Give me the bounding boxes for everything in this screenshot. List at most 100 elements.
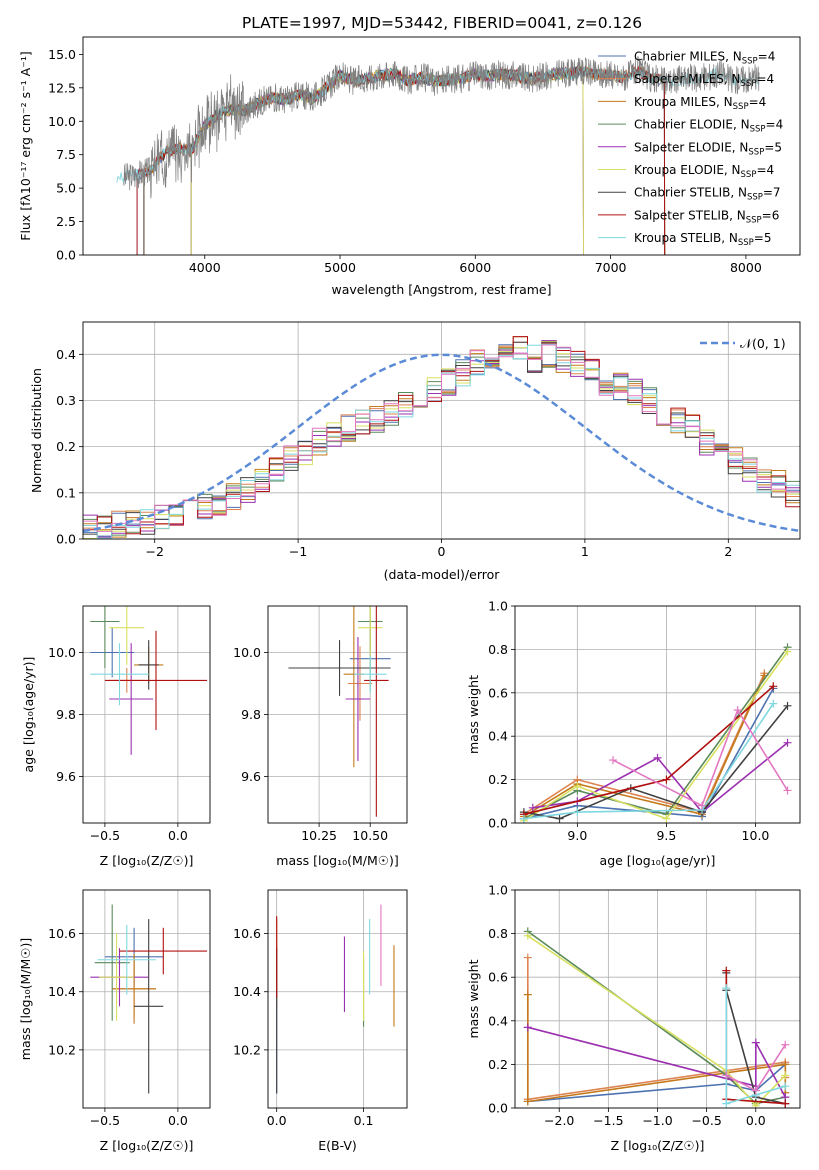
model-line-0 (136, 65, 666, 255)
y-tick-label: 12.5 (48, 80, 76, 95)
x-axis-label: wavelength [Angstrom, rest frame] (331, 282, 551, 297)
legend-entry: Kroupa ELODIE, NSSP=4 (634, 163, 774, 180)
x-axis-label: (data-model)/error (384, 567, 501, 582)
weight-marker (555, 814, 564, 823)
legend-entry-subscript: SSP (747, 193, 763, 203)
x-tick-label: 9.5 (656, 828, 676, 843)
legend-entry-value: =5 (754, 231, 772, 245)
weight-line-4 (527, 1026, 787, 1098)
y-tick-label: 0.8 (488, 926, 508, 941)
x-tick-label: −0.5 (691, 1113, 721, 1128)
histogram-step-9 (83, 344, 800, 532)
legend-entry-label: Chabrier STELIB, N (634, 186, 747, 200)
weight-line-1 (527, 957, 787, 1101)
x-axis-label: E(B-V) (318, 1138, 357, 1153)
weight-line-9 (612, 708, 789, 807)
x-tick-label: 5000 (324, 260, 356, 275)
weight-marker (519, 814, 528, 823)
x-tick-label: 0.0 (267, 1113, 287, 1128)
y-tick-label: 1.0 (488, 883, 508, 898)
y-axis-label: age [log₁₀(age/yr)] (21, 657, 36, 773)
y-tick-label: 0.6 (488, 970, 508, 985)
weight_vs_age-panel: 9.0 9.5 10.0 0.0 0.2 0.4 0.6 0.8 1.0 age [log₁₀(a… (466, 599, 801, 868)
age_vs_Z-plot-area (90, 606, 208, 755)
legend-entry-value: =4 (756, 72, 774, 86)
x-tick-label: 0 (438, 544, 446, 559)
y-tick-label: 0.2 (488, 772, 508, 787)
weight-marker (653, 753, 662, 762)
x-axis-label: mass [log₁₀(M/M☉)] (276, 853, 398, 868)
legend-entry-value: =4 (756, 163, 774, 177)
weight-marker (722, 1099, 731, 1108)
y-tick-label: 10.0 (48, 114, 76, 129)
y-tick-label: 0.4 (56, 347, 76, 362)
weight-marker (722, 984, 731, 993)
weight-marker (783, 701, 792, 710)
x-tick-label: 4000 (189, 260, 221, 275)
weight-line-7 (523, 685, 774, 816)
weight-marker (781, 1082, 790, 1091)
y-tick-label: 0.6 (488, 685, 508, 700)
x-tick-label: 0.1 (354, 1113, 374, 1128)
legend-entry-subscript: SSP (733, 102, 749, 112)
legend-entry-subscript: SSP (741, 79, 757, 89)
legend-entry-subscript: SSP (742, 57, 758, 67)
legend-entry-subscript: SSP (746, 215, 762, 225)
weight-marker (722, 966, 731, 975)
y-tick-label: 0.1 (56, 485, 76, 500)
x-tick-label: −1.5 (593, 1113, 623, 1128)
weight_vs_Z-panel: −2.0 −1.5 −1.0 −0.5 0.0 0.0 0.2 0.4 0.6 0.8 1.0 Z [… (466, 883, 801, 1153)
x-tick-label: 1 (581, 544, 589, 559)
legend-entry-value: =6 (762, 208, 780, 222)
axes-frame (514, 605, 801, 824)
x-tick-label: 10.0 (742, 828, 770, 843)
y-tick-label: 0.2 (488, 1057, 508, 1072)
weight-marker (781, 1060, 790, 1069)
y-tick-label: 10.4 (233, 984, 261, 999)
y-tick-label: 0.2 (56, 439, 76, 454)
x-tick-label: −2.0 (544, 1113, 574, 1128)
weight-marker (781, 1040, 790, 1049)
y-tick-label: 7.5 (56, 147, 76, 162)
y-axis-label: mass weight (466, 959, 481, 1038)
legend-entry-subscript: SSP (748, 147, 764, 157)
weight-marker (662, 814, 671, 823)
y-tick-label: 0.0 (488, 1101, 508, 1116)
legend-entry: Salpeter MILES, NSSP=4 (634, 72, 774, 89)
legend-entry: Salpeter ELODIE, NSSP=5 (634, 140, 782, 157)
x-axis-label: Z [log₁₀(Z/Z☉)] (100, 853, 194, 868)
y-tick-label: 10.6 (48, 926, 76, 941)
legend-entry: Kroupa STELIB, NSSP=5 (634, 231, 772, 248)
legend-entry: Kroupa MILES, NSSP=4 (634, 95, 766, 112)
x-tick-label: −2 (145, 544, 163, 559)
weight-marker (751, 1038, 760, 1047)
weight-marker (573, 808, 582, 817)
y-tick-label: 10.2 (48, 1042, 76, 1057)
y-tick-label: 15.0 (48, 47, 76, 62)
y-tick-label: 10.0 (48, 645, 76, 660)
histogram-step-3 (83, 348, 800, 536)
weight-line-3 (527, 930, 786, 1105)
y-tick-label: 0.0 (488, 816, 508, 831)
mass_vs_EBV-panel: 0.0 0.1 10.2 10.4 10.6 E(B-V) (233, 889, 408, 1153)
weight-marker (608, 756, 617, 765)
legend-entry-subscript: SSP (738, 238, 754, 248)
y-tick-label: 10.0 (233, 645, 261, 660)
legend-entry: Chabrier ELODIE, NSSP=4 (634, 118, 783, 135)
legend-entry-value: =7 (763, 186, 781, 200)
y-tick-label: 9.8 (241, 707, 261, 722)
weight_vs_age-plot-area (519, 643, 792, 823)
legend-entry-subscript: SSP (750, 125, 766, 135)
y-tick-label: 0.4 (488, 1013, 508, 1028)
weight-marker (528, 803, 537, 812)
x-tick-label: 10.25 (301, 828, 337, 843)
axes-frame (82, 605, 211, 824)
axes-frame (514, 889, 801, 1109)
legend-entry-value: =5 (764, 140, 782, 154)
legend-entry-label: Kroupa ELODIE, N (634, 163, 741, 177)
weight-marker (722, 1071, 731, 1080)
weight-marker (751, 1086, 760, 1095)
weight-marker (769, 699, 778, 708)
y-tick-label: 0.0 (56, 248, 76, 263)
